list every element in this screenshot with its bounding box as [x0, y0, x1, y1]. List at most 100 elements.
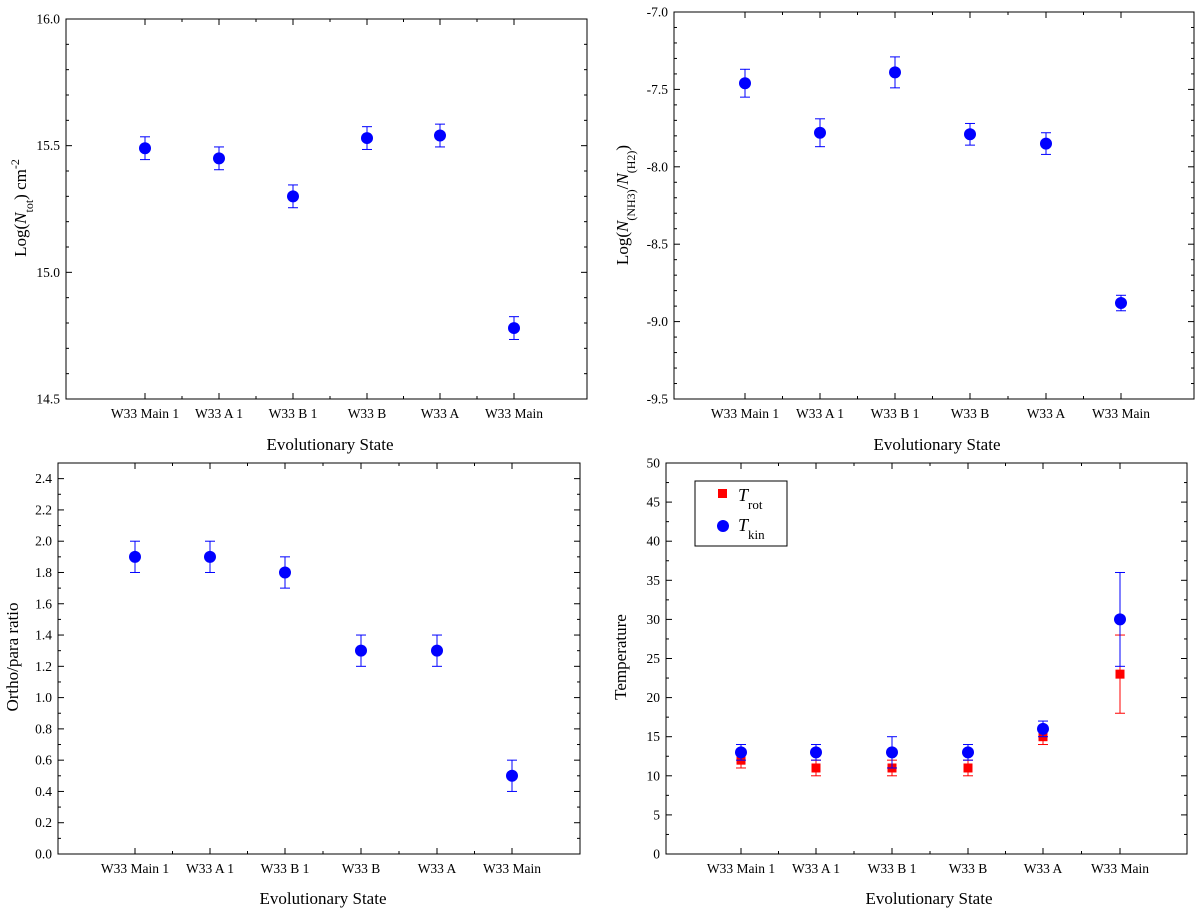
- y-axis-title-prefix: Log(: [11, 223, 30, 256]
- x-tick-label: W33 B: [949, 861, 988, 876]
- y-tick-label: 25: [647, 651, 661, 666]
- x-tick-label: W33 B 1: [868, 861, 917, 876]
- data-point: [1040, 137, 1052, 150]
- data-point: [204, 550, 216, 563]
- x-tick-label: W33 Main 1: [711, 406, 779, 421]
- legend: Trot Tkin: [694, 480, 788, 547]
- y-axis-title: Log(Ntot) cm-2: [8, 159, 36, 257]
- data-point: [434, 129, 446, 142]
- x-tick-label: W33 Main: [485, 406, 543, 421]
- x-tick-label: W33 A: [1024, 861, 1063, 876]
- legend-label-kin-sub: kin: [748, 527, 765, 542]
- legend-label-rot-sub: rot: [748, 497, 763, 512]
- data-point: [964, 128, 976, 141]
- y-axis-title-prefix: Log(: [613, 232, 632, 265]
- y-tick-label: 0: [653, 847, 660, 862]
- panel-ortho-para: 0.0 0.2 0.4 0.6 0.8 1.0 1.2 1.4 1.6 1.8 2.0 2.2 2.4 W…: [3, 462, 581, 908]
- data-point: [506, 769, 518, 782]
- data-point: [508, 322, 520, 335]
- y-axis-title: Ortho/para ratio: [3, 602, 22, 711]
- legend-box: [694, 480, 788, 547]
- y-tick-label: 40: [647, 534, 661, 549]
- y-tick-label: 1.8: [35, 565, 52, 580]
- y-axis-title-var2: N: [613, 172, 632, 186]
- data-point: [213, 152, 225, 165]
- y-tick-label: 0.4: [35, 784, 52, 799]
- x-tick-label: W33 B 1: [269, 406, 318, 421]
- data-point: [287, 190, 299, 203]
- legend-label-kin-var: T: [738, 515, 750, 535]
- data-point: [810, 746, 822, 759]
- x-axis-title: Evolutionary State: [259, 889, 386, 908]
- legend-label-rot-var: T: [738, 485, 750, 505]
- y-axis-title-post: ) cm: [11, 169, 30, 200]
- data-point: [279, 566, 291, 579]
- data-point: [139, 142, 151, 155]
- y-tick-label: 50: [647, 456, 661, 471]
- y-tick-label: 14.5: [36, 392, 60, 407]
- x-tick-label: W33 Main 1: [707, 861, 775, 876]
- y-axis-title: Temperature: [611, 614, 630, 700]
- y-axis-title-sup: -2: [8, 159, 22, 169]
- y-tick-label: 15: [647, 729, 661, 744]
- y-tick-label: 35: [647, 573, 661, 588]
- data-point: [814, 126, 826, 139]
- x-tick-label: W33 B 1: [871, 406, 920, 421]
- y-tick-label: 45: [647, 495, 661, 510]
- y-tick-label: 0.6: [35, 753, 52, 768]
- x-tick-label: W33 A 1: [792, 861, 840, 876]
- y-axis-title-sub2: (H2): [624, 151, 638, 174]
- y-tick-label: -8.5: [647, 237, 669, 252]
- data-point: [886, 746, 898, 759]
- y-tick-label: 5: [653, 807, 660, 822]
- y-tick-label: 20: [647, 690, 661, 705]
- data-point: [355, 644, 367, 657]
- x-tick-label: W33 A 1: [186, 861, 234, 876]
- x-tick-label: W33 Main: [1091, 861, 1149, 876]
- x-tick-label: W33 Main: [483, 861, 541, 876]
- legend-label-kin: Tkin: [738, 515, 765, 542]
- data-point-square: [811, 763, 821, 773]
- x-tick-label: W33 A: [421, 406, 460, 421]
- y-tick-label: 2.2: [35, 502, 52, 517]
- y-tick-label: 2.0: [35, 534, 52, 549]
- y-tick-label: 1.2: [35, 659, 52, 674]
- data-point: [1114, 613, 1126, 626]
- data-point: [431, 644, 443, 657]
- y-tick-label: 1.6: [35, 596, 52, 611]
- data-point: [361, 132, 373, 145]
- legend-marker-kin: [717, 520, 729, 532]
- x-axis-title: Evolutionary State: [266, 435, 393, 454]
- x-tick-label: W33 A: [418, 861, 457, 876]
- y-tick-label: 10: [647, 768, 661, 783]
- x-tick-label: W33 B: [342, 861, 381, 876]
- data-point: [1037, 722, 1049, 735]
- y-tick-label: 30: [647, 612, 661, 627]
- y-axis-title: Log(N(NH3)/N(H2)): [613, 145, 638, 265]
- y-tick-label: -7.0: [647, 5, 669, 20]
- x-axis-title: Evolutionary State: [865, 889, 992, 908]
- y-axis-title-var1: N: [613, 219, 632, 233]
- x-tick-label: W33 Main: [1092, 406, 1150, 421]
- panel-ammonia-abundance: -9.5 -9.0 -8.5 -8.0 -7.5 -7.0 W33 Main 1 W33 A …: [613, 5, 1195, 454]
- x-tick-label: W33 B: [348, 406, 387, 421]
- data-point: [1115, 297, 1127, 310]
- y-axis-title-post: ): [613, 145, 632, 151]
- y-tick-label: 0.8: [35, 721, 52, 736]
- y-axis-title-sub: tot: [22, 199, 36, 212]
- x-tick-label: W33 B: [951, 406, 990, 421]
- legend-label-rot: Trot: [738, 485, 763, 512]
- y-tick-label: 15.0: [36, 265, 60, 280]
- plot-frame: [57, 462, 581, 855]
- data-point: [129, 550, 141, 563]
- data-point-square: [963, 763, 973, 773]
- data-point-square: [1115, 669, 1125, 679]
- y-axis-title-sub1: (NH3): [624, 189, 638, 220]
- x-tick-label: W33 A 1: [796, 406, 844, 421]
- y-axis-title-mid: /: [613, 184, 632, 189]
- y-axis-title-var: N: [11, 211, 30, 225]
- y-tick-label: 16.0: [36, 12, 60, 27]
- y-tick-label: -9.5: [647, 392, 669, 407]
- y-tick-label: 15.5: [36, 138, 60, 153]
